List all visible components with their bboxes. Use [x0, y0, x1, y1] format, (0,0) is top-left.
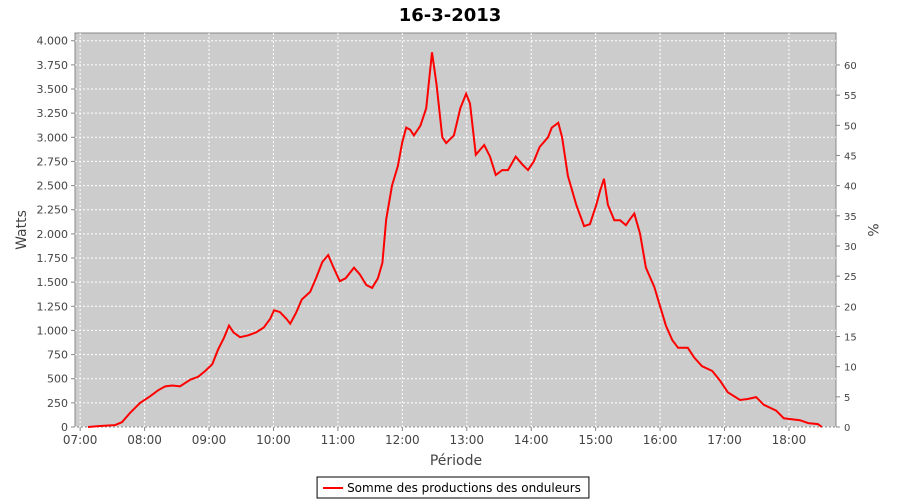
y-tick-label: 0 — [61, 421, 68, 434]
y-tick-label: 1.000 — [37, 324, 69, 337]
y2-tick-label: 15 — [844, 332, 857, 343]
legend-label: Somme des productions des onduleurs — [347, 481, 581, 495]
y2-tick-label: 10 — [844, 363, 857, 374]
y-tick-label: 750 — [47, 349, 68, 362]
y2-tick-label: 30 — [844, 242, 857, 253]
x-tick-label: 14:00 — [514, 433, 549, 447]
x-tick-label: 09:00 — [192, 433, 227, 447]
x-tick-label: 15:00 — [578, 433, 613, 447]
y-tick-label: 1.250 — [37, 300, 69, 313]
y2-tick-label: 25 — [844, 272, 857, 283]
x-tick-label: 10:00 — [256, 433, 291, 447]
x-tick-label: 11:00 — [321, 433, 356, 447]
y-tick-label: 3.000 — [37, 131, 69, 144]
y-tick-label: 2.750 — [37, 155, 69, 168]
x-tick-label: 08:00 — [127, 433, 162, 447]
legend: Somme des productions des onduleurs — [316, 476, 590, 499]
x-tick-label: 16:00 — [643, 433, 678, 447]
y-tick-label: 1.750 — [37, 252, 69, 265]
y2-tick-label: 60 — [844, 61, 857, 72]
x-tick-label: 07:00 — [63, 433, 98, 447]
series-line — [87, 52, 823, 428]
y-tick-label: 2.250 — [37, 204, 69, 217]
y2-tick-label: 45 — [844, 151, 857, 162]
y2-tick-label: 20 — [844, 302, 857, 313]
x-tick-label: 18:00 — [772, 433, 807, 447]
x-axis-label: Période — [430, 453, 482, 469]
y-tick-label: 2.500 — [37, 180, 69, 193]
x-tick-label: 12:00 — [385, 433, 420, 447]
plot-area — [74, 32, 837, 428]
y-tick-label: 4.000 — [37, 35, 69, 48]
y-tick-label: 3.250 — [37, 107, 69, 120]
y-tick-label: 3.750 — [37, 59, 69, 72]
y-tick-label: 3.500 — [37, 83, 69, 96]
x-tick-label: 13:00 — [449, 433, 484, 447]
x-tick-label: 17:00 — [707, 433, 742, 447]
y-tick-label: 2.000 — [37, 228, 69, 241]
y2-tick-label: 55 — [844, 91, 857, 102]
y2-tick-label: 35 — [844, 212, 857, 223]
y2-tick-label: 50 — [844, 121, 857, 132]
y2-tick-label: 5 — [844, 393, 850, 404]
y2-tick-label: 40 — [844, 182, 857, 193]
y-tick-label: 250 — [47, 397, 68, 410]
y2-axis-label: % — [864, 223, 880, 236]
legend-box — [316, 476, 590, 499]
chart-title: 16-3-2013 — [399, 5, 502, 26]
y-tick-label: 1.500 — [37, 276, 69, 289]
y2-tick-label: 0 — [844, 423, 850, 434]
y-tick-label: 500 — [47, 373, 68, 386]
y-axis-label: Watts — [14, 210, 30, 250]
